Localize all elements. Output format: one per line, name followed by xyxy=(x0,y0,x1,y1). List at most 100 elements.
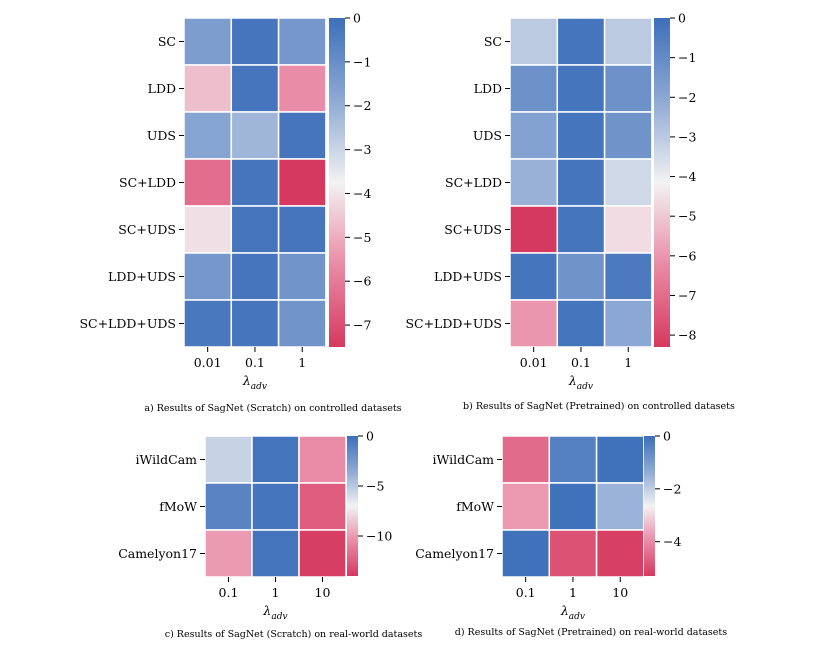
heatmap-cells xyxy=(183,17,327,348)
colorbar-tick-label: −3 xyxy=(353,142,371,157)
colorbar-tick-label: −1 xyxy=(353,54,371,69)
heatmap-cells xyxy=(204,435,347,578)
heatmap-cell xyxy=(603,111,653,160)
heatmap-cell xyxy=(509,158,559,207)
row-label: UDS xyxy=(473,128,502,143)
colorbar-tick-label: −6 xyxy=(353,274,371,289)
heatmap-cell xyxy=(509,111,559,160)
heatmap-cell xyxy=(509,205,559,254)
colorbar-tick-label: −7 xyxy=(353,318,371,333)
x-axis-label: λadv xyxy=(560,603,585,622)
row-label: SC xyxy=(484,34,502,49)
heatmap-cell xyxy=(501,482,551,531)
heatmap-cell xyxy=(501,435,551,484)
colorbar-ticks: 0 −1 −2 −3 −4 −5 −6 −7 xyxy=(345,11,371,333)
colorbar-tick-label: −5 xyxy=(678,209,696,224)
heatmap-cell xyxy=(509,299,559,348)
column-label: 1 xyxy=(272,585,280,600)
heatmap-cell xyxy=(183,158,233,207)
colorbar-tick-label: −4 xyxy=(678,169,696,184)
panel-caption: a) Results of SagNet (Scratch) on contro… xyxy=(144,403,401,414)
row-labels: iWildCam fMoW Camelyon17 xyxy=(415,452,502,561)
panel-caption: d) Results of SagNet (Pretrained) on rea… xyxy=(455,627,727,638)
x-axis-label: λadv xyxy=(568,373,593,392)
x-axis-label: λadv xyxy=(242,373,267,392)
heatmap-cell xyxy=(230,205,280,254)
panel-caption: b) Results of SagNet (Pretrained) on con… xyxy=(463,401,735,412)
column-label: 0.1 xyxy=(219,585,239,600)
column-label: 1 xyxy=(569,585,577,600)
column-labels: 0.01 0.1 1 xyxy=(520,347,632,370)
row-label: SC+UDS xyxy=(444,222,502,237)
row-labels: SC LDD UDS SC+LDD SC+UDS LDD+UDS SC+LDD+UDS xyxy=(79,34,184,331)
row-label: LDD xyxy=(474,81,502,96)
heatmap-panel-b: SC LDD UDS SC+LDD SC+UDS LDD+UDS SC+LDD+UDS 0.… xyxy=(405,11,735,413)
column-label: 0.01 xyxy=(194,355,222,370)
row-label: SC+LDD xyxy=(445,175,502,190)
colorbar-tick-label: −5 xyxy=(353,230,371,245)
column-label: 0.1 xyxy=(571,355,591,370)
colorbar-ticks: 0 −1 −2 −3 −4 −5 −6 −7 −8 xyxy=(670,11,696,343)
column-labels: 0.1 1 10 xyxy=(516,577,628,600)
heatmap-cell xyxy=(277,64,327,113)
heatmap-cell xyxy=(204,529,253,578)
heatmap-panel-d: iWildCam fMoW Camelyon17 0.1 1 10 λadv 0 −2 −4… xyxy=(415,429,727,639)
colorbar-tick-label: −8 xyxy=(678,328,696,343)
row-label: UDS xyxy=(147,128,176,143)
row-label: LDD+UDS xyxy=(434,269,502,284)
row-labels: SC LDD UDS SC+LDD SC+UDS LDD+UDS SC+LDD+UDS xyxy=(405,34,510,331)
heatmap-cell xyxy=(230,158,280,207)
heatmap-cell xyxy=(230,64,280,113)
heatmap-cell xyxy=(277,252,327,301)
x-axis-label-subscript: adv xyxy=(251,382,267,392)
heatmap-cell xyxy=(204,482,253,531)
heatmap-cell xyxy=(509,17,559,66)
heatmap-cell xyxy=(548,435,598,484)
x-axis-label-subscript: adv xyxy=(577,382,593,392)
heatmap-cell xyxy=(183,252,233,301)
x-axis-label-symbol: λ xyxy=(568,373,577,388)
x-axis-label-symbol: λ xyxy=(262,603,271,618)
colorbar-tick-label: −2 xyxy=(663,481,681,496)
colorbar xyxy=(654,18,670,347)
column-label: 1 xyxy=(298,355,306,370)
colorbar-ticks: 0 −5 −10 xyxy=(358,429,392,544)
colorbar-tick-label: 0 xyxy=(678,11,686,26)
colorbar-tick-label: −4 xyxy=(663,534,681,549)
heatmap-cell xyxy=(230,252,280,301)
colorbar-ticks: 0 −2 −4 xyxy=(655,429,681,549)
heatmap-cell xyxy=(603,205,653,254)
colorbar xyxy=(347,436,358,576)
heatmap-cell xyxy=(277,158,327,207)
heatmap-cell xyxy=(251,482,300,531)
heatmap-cell xyxy=(556,252,606,301)
heatmap-cell xyxy=(183,299,233,348)
heatmap-cell xyxy=(298,482,347,531)
row-label: SC+LDD xyxy=(119,175,176,190)
column-label: 1 xyxy=(624,355,632,370)
row-label: iWildCam xyxy=(136,452,198,467)
heatmap-cell xyxy=(230,111,280,160)
heatmap-cell xyxy=(183,64,233,113)
colorbar-tick-label: 0 xyxy=(366,429,374,444)
heatmap-cell xyxy=(595,529,645,578)
heatmap-cell xyxy=(603,158,653,207)
heatmap-cell xyxy=(251,435,300,484)
heatmap-cell xyxy=(204,435,253,484)
heatmap-cell xyxy=(277,205,327,254)
x-axis-label-subscript: adv xyxy=(569,612,585,622)
heatmap-cell xyxy=(277,111,327,160)
colorbar-tick-label: −3 xyxy=(678,129,696,144)
heatmap-panel-a: SC LDD UDS SC+LDD SC+UDS LDD+UDS SC+LDD+UDS 0.… xyxy=(79,11,401,415)
x-axis-label-subscript: adv xyxy=(271,612,287,622)
x-axis-label-symbol: λ xyxy=(560,603,569,618)
heatmap-cell xyxy=(556,64,606,113)
heatmap-cell xyxy=(501,529,551,578)
column-labels: 0.1 1 10 xyxy=(219,577,330,600)
heatmap-cell xyxy=(556,111,606,160)
heatmap-cell xyxy=(230,17,280,66)
heatmap-cell xyxy=(603,17,653,66)
column-label: 0.01 xyxy=(520,355,548,370)
heatmap-cell xyxy=(298,529,347,578)
